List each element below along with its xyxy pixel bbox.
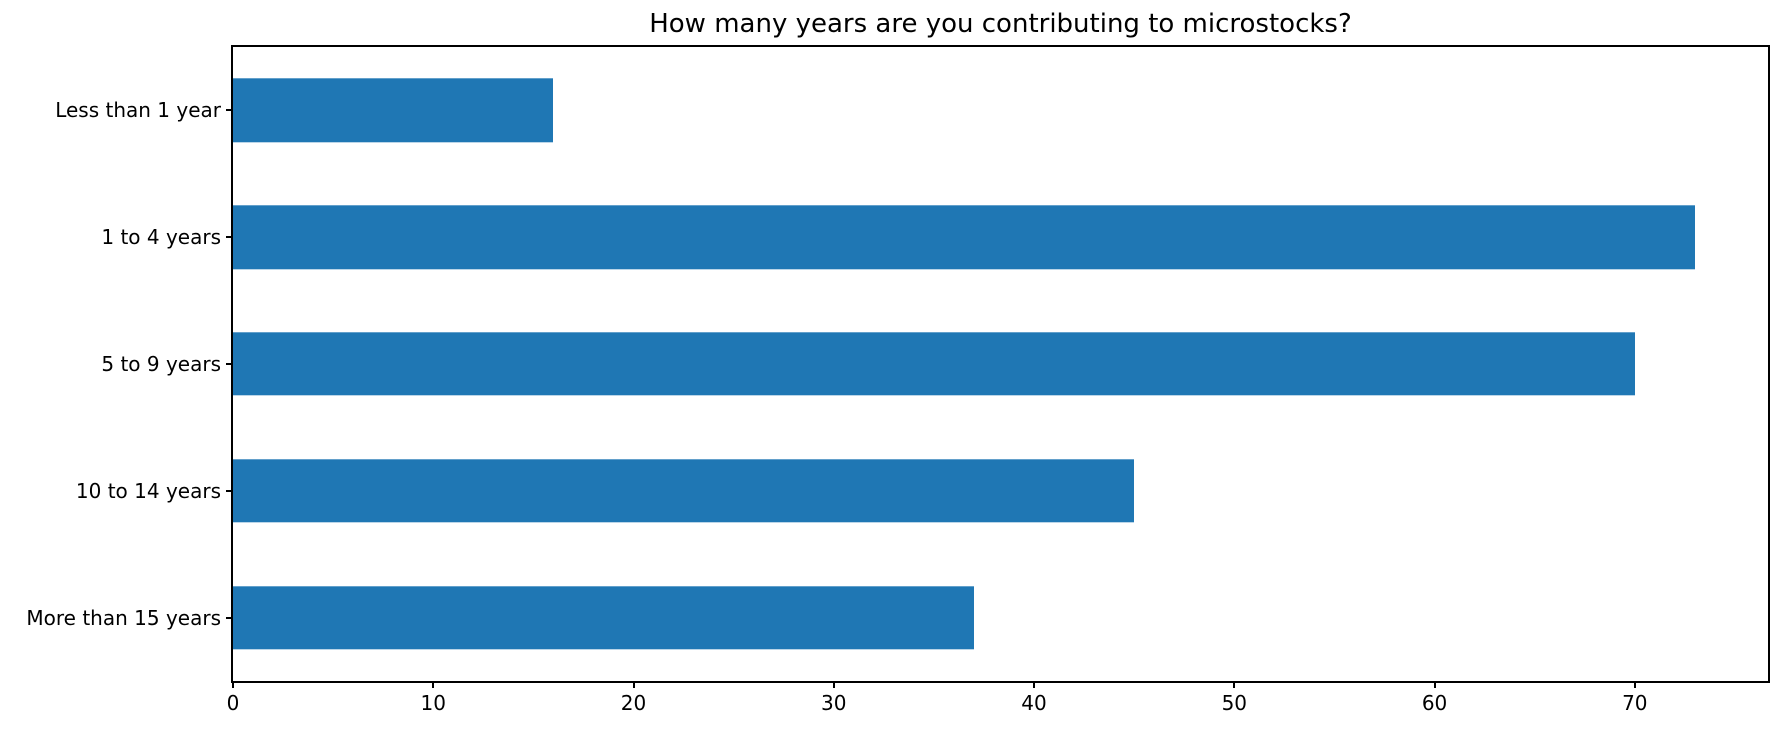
bar — [233, 459, 1135, 523]
y-tick-label: More than 15 years — [26, 605, 221, 630]
x-tick-label: 10 — [420, 691, 446, 715]
x-tick-label: 0 — [226, 691, 240, 715]
y-tick-mark — [226, 109, 233, 112]
chart-title: How many years are you contributing to m… — [649, 9, 1352, 39]
x-tick-mark — [632, 681, 635, 688]
y-tick-mark — [226, 236, 233, 239]
x-tick-label: 20 — [620, 691, 647, 715]
plot-area: Less than 1 year 1 to 4 years 5 to 9 years… — [26, 45, 1770, 715]
y-tick-mark — [226, 489, 233, 492]
x-tick-mark — [1633, 681, 1636, 688]
y-tick-label: 10 to 14 years — [75, 478, 221, 503]
x-tick-label: 40 — [1021, 691, 1047, 715]
y-tick-mark — [226, 363, 233, 365]
bar — [233, 585, 974, 650]
y-tick-label: 5 to 9 years — [101, 352, 221, 376]
y-tick-mark — [226, 616, 233, 619]
x-tick-label: 30 — [821, 691, 847, 715]
y-tick-label: Less than 1 year — [55, 98, 221, 123]
x-tick-mark — [1233, 681, 1236, 688]
x-tick-label: 70 — [1622, 691, 1648, 715]
bar — [233, 78, 554, 143]
y-tick-label: 1 to 4 years — [101, 225, 221, 250]
x-tick-mark — [232, 681, 234, 688]
x-tick-mark — [432, 681, 435, 688]
bar — [233, 205, 1695, 269]
x-tick-mark — [1433, 681, 1436, 688]
x-tick-label: 60 — [1421, 691, 1448, 715]
x-tick-mark — [832, 681, 835, 688]
x-tick-mark — [1033, 681, 1036, 688]
x-tick-label: 50 — [1221, 691, 1248, 715]
bar — [233, 332, 1635, 396]
